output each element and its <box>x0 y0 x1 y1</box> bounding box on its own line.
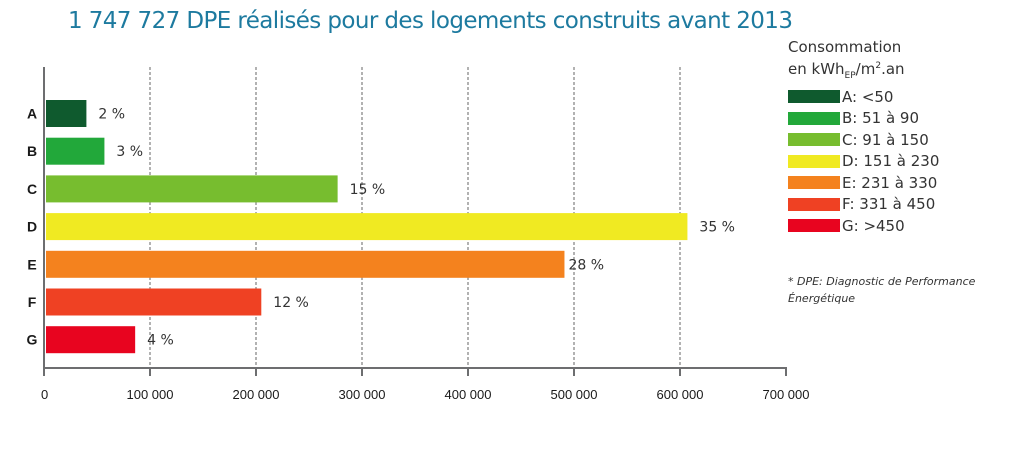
bars <box>46 100 688 354</box>
bar-b <box>46 137 105 165</box>
legend-item: C: 91 à 150 <box>788 129 939 151</box>
legend-label: E: 231 à 330 <box>842 173 938 192</box>
category-label-b: B <box>27 143 37 159</box>
data-labels: 2 % 3 % 15 % 35 % 28 % 12 % 4 % <box>98 107 735 349</box>
category-label-f: F <box>28 294 37 310</box>
chart-title: 1 747 727 DPE réalisés pour des logement… <box>68 8 793 34</box>
legend-swatch <box>788 111 840 125</box>
category-label-e: E <box>27 256 36 272</box>
category-label-a: A <box>27 106 37 122</box>
x-tick-label: 500 000 <box>551 387 598 402</box>
legend-title-line1: Consommation <box>788 38 902 56</box>
data-label-e: 28 % <box>568 257 604 273</box>
legend-swatch <box>788 176 840 190</box>
bar-d <box>46 213 688 241</box>
legend-label: A: <50 <box>842 87 894 106</box>
data-label-b: 3 % <box>116 144 143 160</box>
data-label-g: 4 % <box>147 333 174 349</box>
legend-swatch <box>788 154 840 168</box>
bar-c <box>46 175 338 203</box>
footnote-line2: Énergétique <box>788 292 856 305</box>
legend-item: F: 331 à 450 <box>788 194 939 216</box>
x-tick-label: 600 000 <box>657 387 704 402</box>
bar-e <box>46 250 565 278</box>
legend-swatch <box>788 197 840 211</box>
data-label-c: 15 % <box>350 182 386 198</box>
legend-item: G: >450 <box>788 215 939 237</box>
legend-swatch <box>788 90 840 104</box>
x-tick-label: 200 000 <box>233 387 280 402</box>
bar-f <box>46 288 262 316</box>
data-label-a: 2 % <box>98 107 125 123</box>
x-tick-label: 0 <box>41 387 48 402</box>
x-tick-label: 300 000 <box>339 387 386 402</box>
x-tick-label: 100 000 <box>127 387 174 402</box>
legend-item: E: 231 à 330 <box>788 172 939 194</box>
legend-swatch <box>788 133 840 147</box>
legend-swatch <box>788 219 840 233</box>
data-label-f: 12 % <box>273 295 309 311</box>
category-label-g: G <box>27 332 38 348</box>
legend-label: F: 331 à 450 <box>842 195 936 214</box>
bar-g <box>46 326 136 354</box>
legend-label: D: 151 à 230 <box>842 152 940 171</box>
category-labels: A B C D E F G <box>27 106 38 348</box>
category-label-c: C <box>27 181 37 197</box>
legend-item: A: <50 <box>788 86 939 108</box>
footnote-line1: * DPE: Diagnostic de Performance <box>788 275 976 288</box>
footnote: * DPE: Diagnostic de Performance Énergét… <box>788 273 998 307</box>
tick-labels: 0 100 000 200 000 300 000 400 000 500 000 600 … <box>41 387 810 402</box>
legend: Consommation en kWhEP/m2.an A: <50 B: 51 … <box>788 38 939 237</box>
category-label-d: D <box>27 219 37 235</box>
x-tick-label: 400 000 <box>445 387 492 402</box>
bar-a <box>46 100 87 127</box>
legend-title-line2: en kWhEP/m2.an <box>788 60 905 81</box>
legend-label: C: 91 à 150 <box>842 130 929 149</box>
data-label-d: 35 % <box>699 220 735 236</box>
x-tick-label: 700 000 <box>763 387 810 402</box>
legend-label: B: 51 à 90 <box>842 109 920 128</box>
legend-item: B: 51 à 90 <box>788 108 939 130</box>
legend-items: A: <50 B: 51 à 90 C: 91 à 150 D: 151 à 230 E… <box>788 86 939 237</box>
axes <box>43 67 787 376</box>
legend-label: G: >450 <box>842 216 905 235</box>
legend-item: D: 151 à 230 <box>788 151 939 173</box>
